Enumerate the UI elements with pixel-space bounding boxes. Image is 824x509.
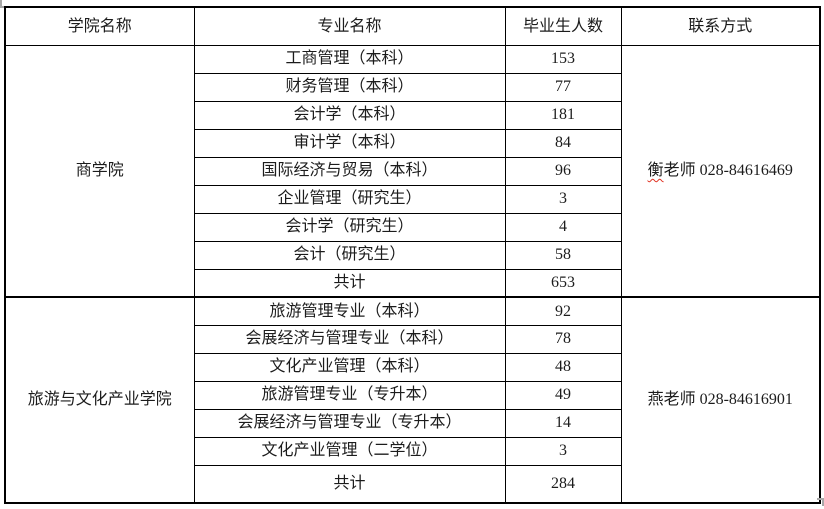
- graduate-count-cell: 153: [504, 44, 622, 74]
- table-row: 审计学（本科） 84: [5, 128, 820, 158]
- graduate-count-cell: 4: [504, 212, 622, 242]
- contact-cell: 衡老师 028-84616469: [620, 44, 821, 298]
- major-name-cell: 企业管理（研究生）: [193, 184, 506, 214]
- table-row: 商学院 工商管理（本科） 153 衡老师 028-84616469: [4, 44, 821, 298]
- college-name-cell: 旅游与文化产业学院: [4, 296, 195, 504]
- table-row: 文化产业管理（二学位） 3: [5, 436, 820, 466]
- contact-cell: 燕老师 028-84616901: [620, 296, 821, 504]
- graduate-count-cell: 96: [504, 156, 622, 186]
- header-college-name: 学院名称: [4, 6, 195, 46]
- major-name-cell: 会计学（本科）: [193, 100, 506, 130]
- contact-text-spellchecked: 衡: [647, 162, 664, 180]
- table-resize-handle[interactable]: [817, 498, 824, 506]
- major-name-cell: 财务管理（本科）: [193, 72, 506, 102]
- graduate-count-cell: 284: [504, 464, 622, 504]
- graduate-count-cell: 84: [504, 128, 622, 158]
- header-major-name: 专业名称: [193, 6, 506, 46]
- table-row: 文化产业管理（本科） 48: [5, 352, 820, 382]
- table-row: 旅游与文化产业学院 旅游管理专业（本科） 92 燕老师 028-84616901: [4, 296, 821, 504]
- major-name-cell: 工商管理（本科）: [193, 44, 506, 74]
- major-name-cell: 会展经济与管理专业（本科）: [193, 324, 506, 354]
- graduate-count-cell: 92: [504, 296, 622, 326]
- graduate-count-cell: 3: [504, 184, 622, 214]
- major-name-cell: 共计: [193, 268, 506, 298]
- graduate-count-cell: 3: [504, 436, 622, 466]
- major-name-cell: 会计学（研究生）: [193, 212, 506, 242]
- graduate-count-cell: 77: [504, 72, 622, 102]
- table-row: 国际经济与贸易（本科） 96: [5, 156, 820, 186]
- major-name-cell: 审计学（本科）: [193, 128, 506, 158]
- table-row: 会展经济与管理专业（专升本） 14: [5, 408, 820, 438]
- contact-text: 燕老师 028-84616901: [647, 391, 793, 409]
- total-row: 共计 653: [5, 268, 820, 298]
- major-name-cell: 旅游管理专业（专升本）: [193, 380, 506, 410]
- graduate-count-cell: 49: [504, 380, 622, 410]
- header-graduate-count: 毕业生人数: [504, 6, 622, 46]
- major-name-cell: 旅游管理专业（本科）: [193, 296, 506, 326]
- major-name-cell: 文化产业管理（二学位）: [193, 436, 506, 466]
- table-move-handle[interactable]: [0, 0, 7, 8]
- major-name-cell: 共计: [193, 464, 506, 504]
- table-row: 旅游管理专业（专升本） 49: [5, 380, 820, 410]
- major-name-cell: 国际经济与贸易（本科）: [193, 156, 506, 186]
- graduate-count-cell: 58: [504, 240, 622, 270]
- graduate-count-cell: 48: [504, 352, 622, 382]
- graduates-table: 学院名称 专业名称 毕业生人数 联系方式 商学院 工商管理（本科） 153 衡老师 0…: [4, 6, 821, 504]
- graduate-count-cell: 14: [504, 408, 622, 438]
- contact-text: 老师 028-84616469: [663, 162, 793, 180]
- total-row: 共计 284: [5, 464, 820, 504]
- graduate-count-cell: 653: [504, 268, 622, 298]
- graduate-count-cell: 78: [504, 324, 622, 354]
- header-row: 学院名称 专业名称 毕业生人数 联系方式: [4, 6, 821, 46]
- college-name-cell: 商学院: [4, 44, 195, 298]
- table-row: 财务管理（本科） 77: [5, 72, 820, 102]
- major-name-cell: 文化产业管理（本科）: [193, 352, 506, 382]
- major-name-cell: 会计（研究生）: [193, 240, 506, 270]
- header-contact: 联系方式: [620, 6, 821, 46]
- major-name-cell: 会展经济与管理专业（专升本）: [193, 408, 506, 438]
- graduate-count-cell: 181: [504, 100, 622, 130]
